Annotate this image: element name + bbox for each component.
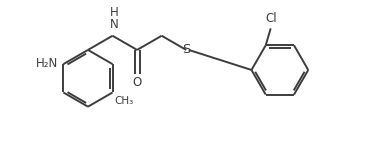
Text: O: O — [132, 76, 142, 89]
Text: Cl: Cl — [266, 12, 278, 25]
Text: H
N: H N — [109, 6, 118, 31]
Text: H₂N: H₂N — [36, 57, 58, 70]
Text: CH₃: CH₃ — [115, 96, 134, 106]
Text: S: S — [182, 43, 190, 56]
